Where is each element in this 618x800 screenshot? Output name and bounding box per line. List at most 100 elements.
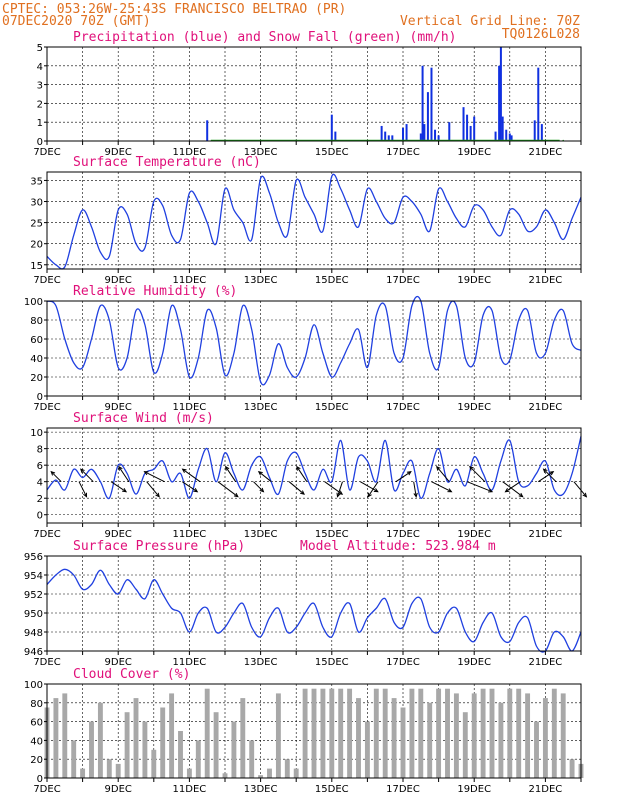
wind-arrow [337,481,343,497]
cloud-bar [53,698,59,778]
x-tick-label: 21DEC [529,657,563,668]
wind-arrow-head [50,470,56,476]
wind-arrow [538,471,554,483]
wind-arrow [118,466,130,482]
wind-arrow [436,466,450,483]
precip-bar [437,135,440,141]
x-tick-label: 11DEC [173,402,207,413]
cloud-bar [329,688,335,778]
cloud-bar [178,731,183,778]
wind-arrow-head [336,492,341,498]
y-tick-label: 4 [37,62,43,73]
y-tick-label: 100 [24,297,43,308]
wind-arrow-head [367,492,372,498]
x-tick-label: 13DEC [244,784,278,795]
precip-bar [499,47,502,141]
cloud-bar [338,688,344,778]
x-tick-label: 21DEC [529,784,563,795]
x-tick-label: 19DEC [457,402,491,413]
cloud-bar [498,702,504,778]
panel-annotation-pressure: Model Altitude: 523.984 m [300,539,496,554]
cloud-bar [195,740,201,778]
precip-bar [448,122,451,141]
y-tick-label: 40 [30,354,43,365]
precip-bar [462,107,465,141]
panel-frame-pressure [46,555,582,652]
header-location: CPTEC: 053:26W-25:43S FRANCISCO BELTRAO … [2,2,346,17]
x-tick-label: 15DEC [315,402,349,413]
x-tick-label: 7DEC [33,147,60,158]
y-tick-label: 948 [24,628,43,639]
cloud-bar [471,693,477,778]
x-tick-label: 11DEC [173,529,207,540]
cloud-bar [480,688,486,778]
cloud-bar [525,693,531,778]
x-tick-label: 21DEC [529,147,563,158]
x-tick-label: 21DEC [529,275,563,286]
wind-arrow-head [488,488,494,493]
x-tick-label: 17DEC [386,275,420,286]
cloud-bar [231,721,237,778]
wind-arrow [144,471,165,483]
series-line-temperature [46,173,582,270]
wind-arrow-head [257,470,263,476]
series-line-humidity [46,295,582,386]
cloud-bar [80,768,86,778]
wind-arrow [182,468,201,483]
wind-arrow [146,481,160,498]
wind-arrow [367,481,379,497]
x-tick-label: 15DEC [315,275,349,286]
wind-arrow-head [338,490,344,495]
y-tick-label: 1 [37,118,43,129]
y-tick-label: 8 [37,445,43,456]
wind-arrow-head [233,492,239,498]
cloud-bar [382,688,388,778]
cloud-bar [293,768,299,778]
y-tick-label: 950 [24,609,43,620]
panel-title-temperature: Surface Temperature (nC) [73,155,261,170]
cloud-bar [418,688,424,778]
y-tick-label: 35 [30,176,43,187]
series-line-pressure [46,568,582,653]
y-tick-label: 5 [37,43,43,54]
x-tick-label: 11DEC [173,147,207,158]
panel-frame-humidity [46,300,582,397]
cloud-bar [89,721,94,778]
y-tick-label: 40 [30,736,43,747]
cloud-bar [267,768,272,778]
panel-title-wind: Surface Wind (m/s) [73,411,214,426]
y-tick-label: 0 [37,392,43,403]
precip-bar [334,131,337,141]
y-tick-label: 80 [30,316,43,327]
x-tick-label: 9DEC [105,275,132,286]
wind-arrow [288,481,305,495]
wind-arrow [50,471,62,483]
cloud-bar [445,688,450,778]
wind-arrow [502,481,523,498]
wind-arrow-head [549,471,555,476]
cloud-bar [284,759,290,778]
precip-bar [501,116,504,141]
cloud-bar [302,688,308,778]
panel-temperature: Surface Temperature (nC) 15 20 25 30 35 7DEC 9D… [30,155,582,286]
x-tick-label: 17DEC [386,402,420,413]
x-tick-label: 17DEC [386,147,420,158]
precip-bar [510,135,513,141]
cloud-bar [311,688,317,778]
panel-humidity: Relative Humidity (%) 0 20 40 60 80 100 7DEC 9DE… [24,284,582,413]
panel-frame-cloud [46,683,582,779]
panel-title-precip: Precipitation (blue) and Snow Fall (gree… [73,30,457,45]
cloud-bar [213,712,219,778]
x-tick-label: 11DEC [173,275,207,286]
precip-bar [387,135,390,141]
panel-title-humidity: Relative Humidity (%) [73,284,237,299]
wind-arrow-head [436,465,441,471]
cloud-bar [542,698,548,778]
x-tick-label: 15DEC [315,784,349,795]
x-tick-label: 17DEC [386,784,420,795]
cloud-bar [569,759,575,778]
wind-arrow-head [542,468,548,474]
wind-arrow-head [296,465,301,471]
x-tick-label: 13DEC [244,657,278,668]
